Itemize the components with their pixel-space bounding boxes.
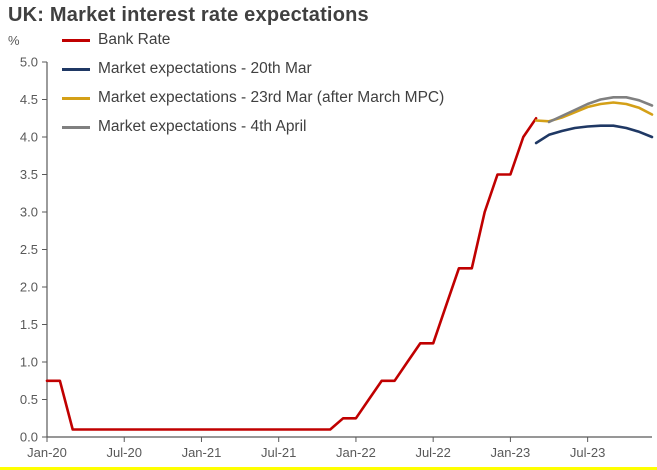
legend-swatch-market-23rd-mar bbox=[62, 96, 90, 100]
y-axis-tick-label: 2.0 bbox=[20, 280, 38, 295]
legend-label-market-4th-april: Market expectations - 4th April bbox=[98, 118, 307, 135]
y-axis-tick-label: 0.5 bbox=[20, 392, 38, 407]
series-line-market-20th-mar bbox=[534, 124, 654, 145]
chart-title: UK: Market interest rate expectations bbox=[8, 4, 369, 26]
x-axis-tick-label: Jul-22 bbox=[415, 445, 450, 460]
y-axis-tick-label: 4.5 bbox=[20, 92, 38, 107]
y-axis-tick-label: 1.5 bbox=[20, 317, 38, 332]
x-axis-tick-label: Jul-20 bbox=[107, 445, 142, 460]
x-axis-tick-label: Jan-23 bbox=[491, 445, 531, 460]
legend-item-market-20th-mar: Market expectations - 20th Mar bbox=[62, 58, 444, 80]
series-line-market-4th-april bbox=[547, 96, 654, 124]
x-axis-tick-label: Jan-21 bbox=[182, 445, 222, 460]
y-axis-tick-label: 5.0 bbox=[20, 55, 38, 70]
legend-swatch-market-20th-mar bbox=[62, 67, 90, 71]
bottom-accent-line bbox=[0, 467, 657, 470]
legend-label-bank-rate: Bank Rate bbox=[98, 31, 171, 48]
y-axis-tick-label: 2.5 bbox=[20, 242, 38, 257]
legend-item-market-4th-april: Market expectations - 4th April bbox=[62, 116, 444, 138]
legend-label-market-20th-mar: Market expectations - 20th Mar bbox=[98, 60, 312, 77]
x-axis-tick-label: Jan-20 bbox=[27, 445, 67, 460]
legend-label-market-23rd-mar: Market expectations - 23rd Mar (after Ma… bbox=[98, 89, 445, 106]
y-axis-tick-label: 3.0 bbox=[20, 205, 38, 220]
legend-item-market-23rd-mar: Market expectations - 23rd Mar (after Ma… bbox=[62, 87, 444, 109]
x-axis-tick-label: Jul-23 bbox=[570, 445, 605, 460]
legend: Bank Rate Market expectations - 20th Mar… bbox=[62, 29, 444, 138]
legend-item-bank-rate: Bank Rate bbox=[62, 29, 444, 51]
y-axis-tick-label: 4.0 bbox=[20, 130, 38, 145]
x-axis-tick-label: Jul-21 bbox=[261, 445, 296, 460]
legend-swatch-bank-rate bbox=[62, 38, 90, 42]
y-axis-tick-label: 1.0 bbox=[20, 355, 38, 370]
y-axis-tick-label: 0.0 bbox=[20, 430, 38, 445]
legend-swatch-market-4th-april bbox=[62, 125, 90, 129]
y-axis-tick-label: 3.5 bbox=[20, 167, 38, 182]
series-line-bank-rate bbox=[45, 117, 538, 431]
series-line-market-23rd-mar bbox=[534, 101, 654, 123]
y-axis-unit-label: % bbox=[8, 33, 20, 48]
x-axis-tick-label: Jan-22 bbox=[336, 445, 376, 460]
